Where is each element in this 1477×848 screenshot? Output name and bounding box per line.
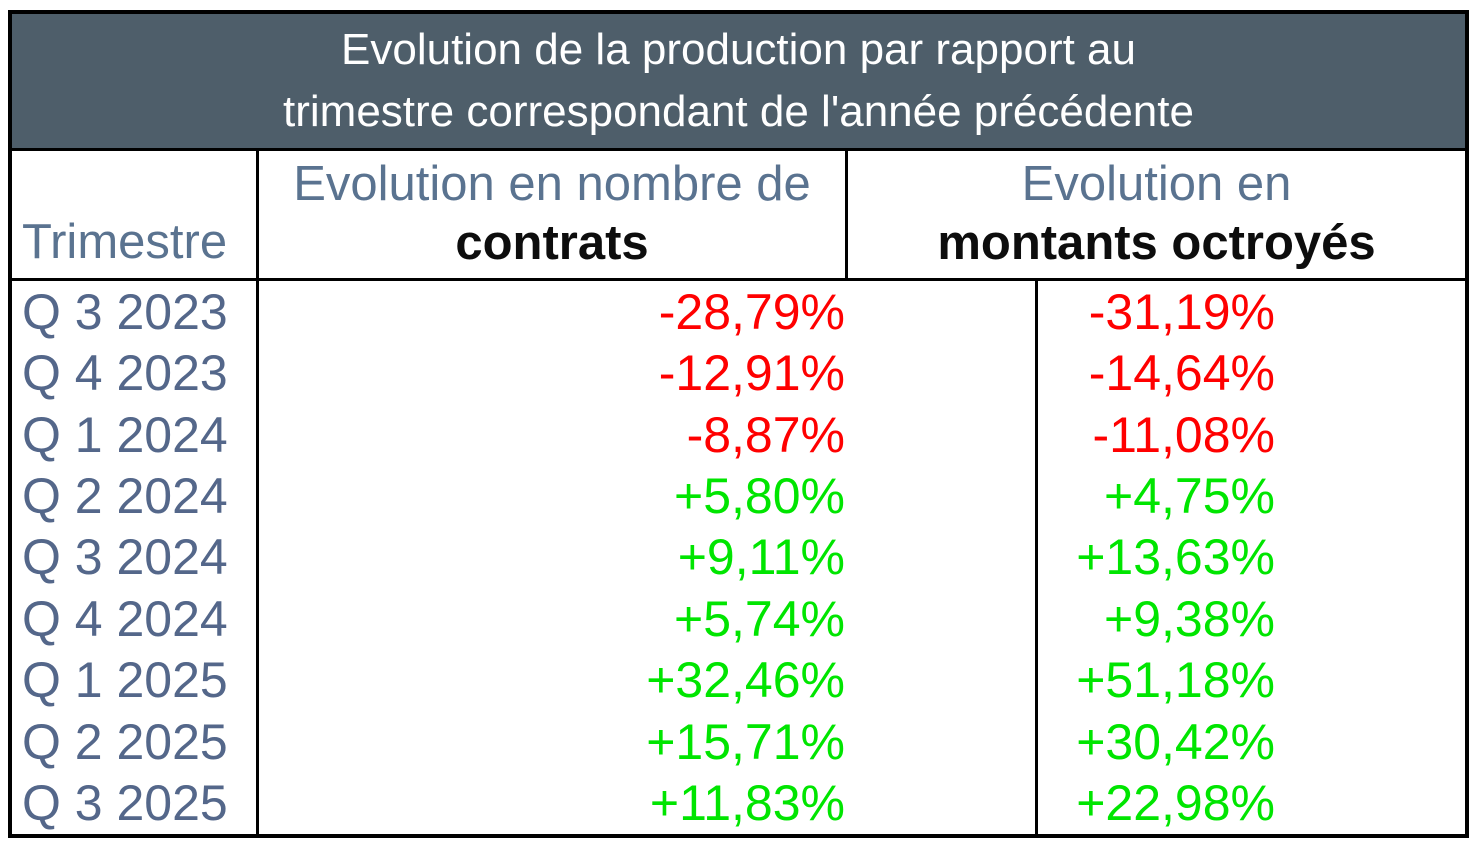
- table-row: Q 1 2025 +32,46% +51,18%: [12, 649, 1465, 712]
- header-montants-title: montants octroyés: [937, 215, 1376, 270]
- montants-value: -14,64%: [1088, 345, 1275, 402]
- montants-value: -31,19%: [1088, 283, 1275, 340]
- table-header-row: Trimestre Evolution en nombre de contrat…: [12, 151, 1465, 281]
- contrats-value: +32,46%: [259, 649, 1038, 712]
- table-row: Q 3 2025 +11,83% +22,98%: [12, 772, 1465, 834]
- montants-value: +51,18%: [1076, 652, 1275, 709]
- contrats-value: +5,74%: [259, 588, 1038, 650]
- contrats-value: -28,79%: [259, 281, 1038, 343]
- montants-value: +30,42%: [1076, 713, 1275, 770]
- quarter-label: Q 3 2025: [12, 772, 259, 834]
- header-contrats: Evolution en nombre de contrats: [259, 151, 848, 278]
- table-title-line-1: Evolution de la production par rapport a…: [341, 24, 1136, 74]
- montants-value: -11,08%: [1092, 406, 1275, 463]
- quarter-label: Q 1 2025: [12, 649, 259, 712]
- contrats-value: -8,87%: [259, 403, 1038, 466]
- montants-value: +22,98%: [1076, 775, 1275, 832]
- contrats-value: +11,83%: [259, 772, 1038, 834]
- header-contrats-title: contrats: [455, 215, 649, 270]
- table-row: Q 2 2025 +15,71% +30,42%: [12, 711, 1465, 773]
- table-row: Q 4 2023 -12,91% -14,64%: [12, 342, 1465, 404]
- table-body: Q 3 2023 -28,79% -31,19% Q 4 2023 -12,91…: [12, 281, 1465, 834]
- header-contrats-subtitle: Evolution en nombre de: [293, 157, 811, 212]
- table-title-line-2: trimestre correspondant de l'année précé…: [283, 87, 1194, 136]
- quarter-label: Q 2 2024: [12, 465, 259, 527]
- header-montants-subtitle: Evolution en: [1021, 157, 1292, 212]
- quarter-label: Q 2 2025: [12, 711, 259, 773]
- contrats-value: +15,71%: [259, 711, 1038, 773]
- header-montants: Evolution en montants octroyés: [848, 151, 1465, 278]
- evolution-table: Evolution de la production par rapport a…: [8, 10, 1469, 838]
- quarter-label: Q 3 2023: [12, 281, 259, 343]
- table-row: Q 4 2024 +5,74% +9,38%: [12, 588, 1465, 650]
- table-row: Q 3 2023 -28,79% -31,19%: [12, 281, 1465, 343]
- table-row: Q 1 2024 -8,87% -11,08%: [12, 403, 1465, 466]
- quarter-label: Q 4 2023: [12, 342, 259, 404]
- quarter-label: Q 3 2024: [12, 526, 259, 589]
- montants-value: +4,75%: [1104, 468, 1275, 525]
- quarter-label: Q 1 2024: [12, 403, 259, 466]
- contrats-value: +9,11%: [259, 526, 1038, 589]
- table-title: Evolution de la production par rapport a…: [12, 14, 1465, 151]
- montants-value: +9,38%: [1104, 590, 1275, 647]
- contrats-value: -12,91%: [259, 342, 1038, 404]
- contrats-value: +5,80%: [259, 465, 1038, 527]
- montants-value: +13,63%: [1076, 529, 1275, 586]
- table-row: Q 2 2024 +5,80% +4,75%: [12, 465, 1465, 527]
- table-row: Q 3 2024 +9,11% +13,63%: [12, 526, 1465, 589]
- quarter-label: Q 4 2024: [12, 588, 259, 650]
- header-trimestre: Trimestre: [12, 151, 259, 278]
